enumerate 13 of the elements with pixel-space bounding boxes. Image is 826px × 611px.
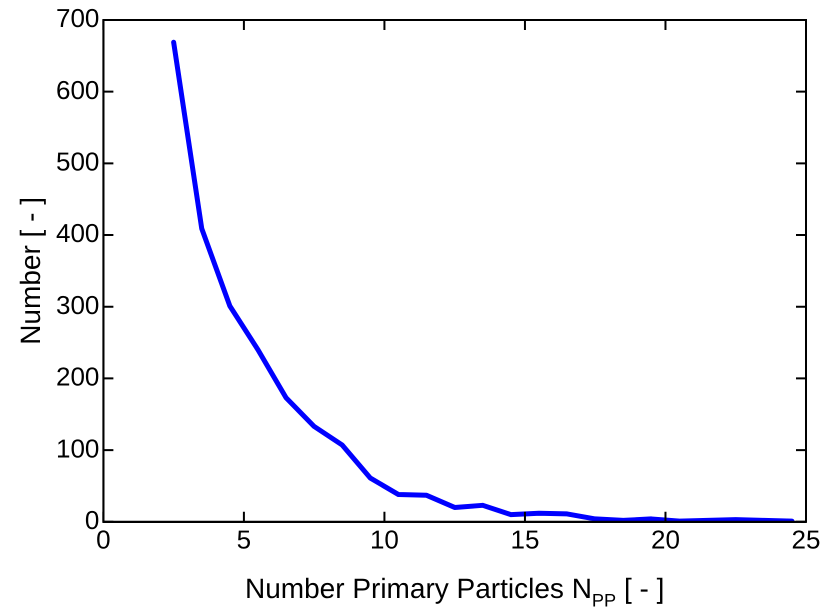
y-tick-label: 500: [56, 146, 100, 177]
x-tick-label: 20: [651, 524, 680, 555]
x-tick-label: 25: [792, 524, 820, 555]
y-tick-label: 200: [56, 362, 100, 392]
y-tick-label: 400: [56, 218, 100, 248]
y-tick-label: 100: [56, 433, 100, 464]
y-tick-label: 600: [56, 74, 100, 105]
x-tick-label: 5: [236, 524, 252, 555]
y-tick-label: 700: [56, 3, 100, 34]
y-tick-label: 300: [56, 290, 100, 320]
y-axis-title: Number [ - ]: [15, 196, 46, 345]
x-tick-label: 15: [510, 524, 540, 555]
x-tick-label: 10: [370, 524, 399, 555]
